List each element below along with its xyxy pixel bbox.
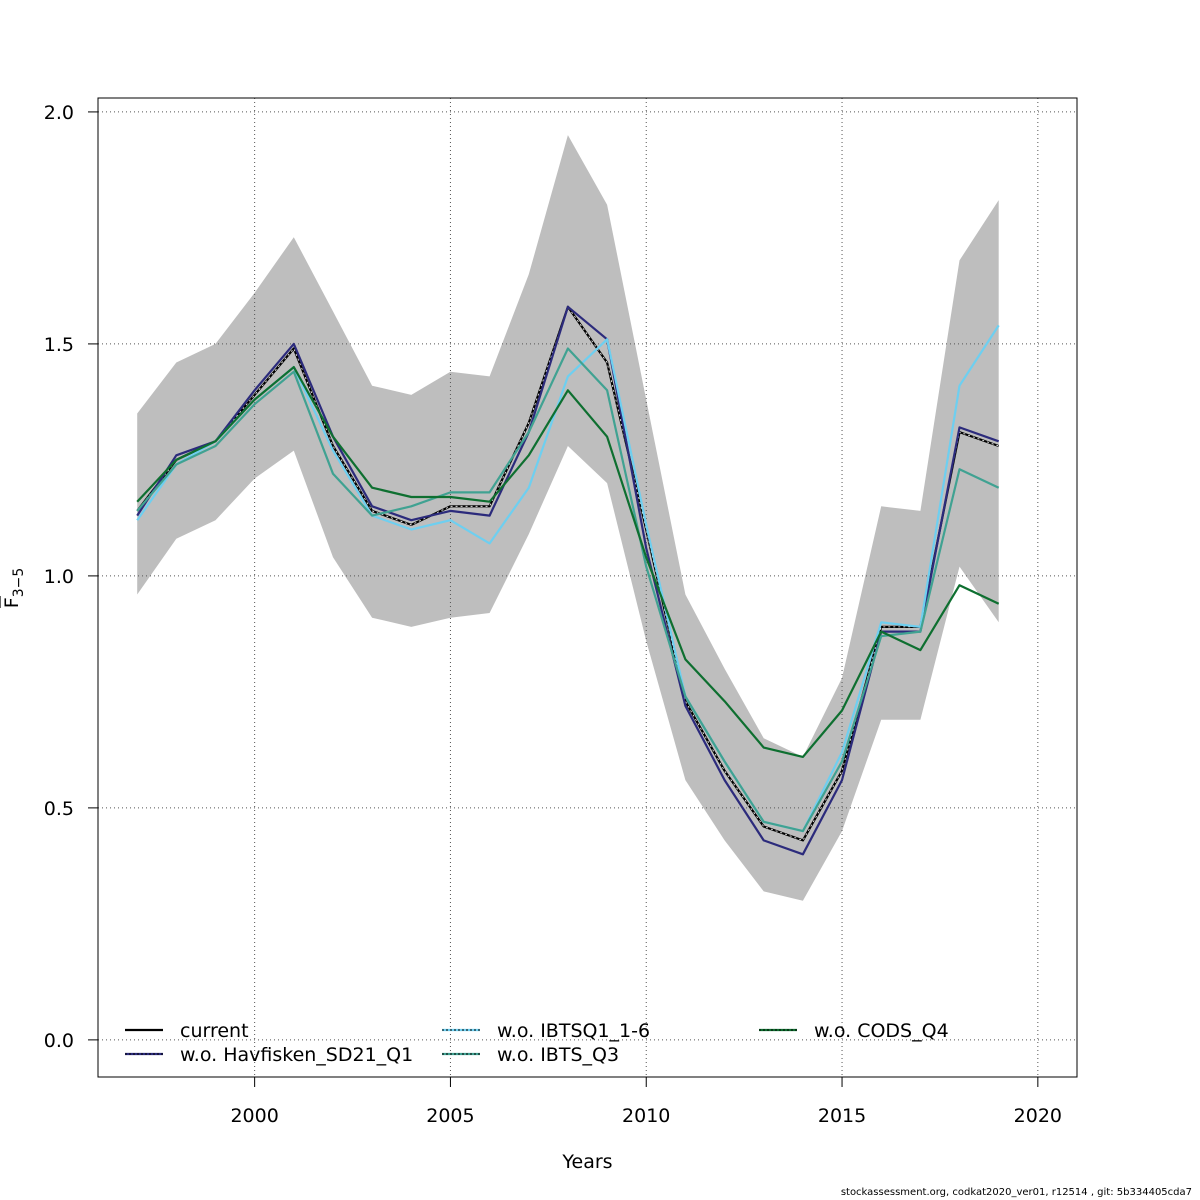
legend-label: current <box>180 1020 249 1042</box>
y-tick-label: 1.0 <box>44 566 74 588</box>
legend-item: w.o. IBTS_Q3 <box>442 1044 619 1066</box>
y-tick-label: 0.5 <box>44 798 74 820</box>
x-tick-label: 2010 <box>622 1105 670 1127</box>
series-line-1 <box>136 305 1000 856</box>
x-axis-title: Years <box>561 1151 612 1173</box>
footer-credit: stockassessment.org, codkat2020_ver01, r… <box>840 1187 1192 1198</box>
y-tick-label: 2.0 <box>44 102 74 124</box>
legend-label: w.o. IBTSQ1_1-6 <box>497 1020 650 1042</box>
legend-label: w.o. IBTS_Q3 <box>497 1044 619 1066</box>
x-axis: 2000 2005 2010 2015 2020 <box>230 1077 1062 1127</box>
legend-item: w.o. Havfisken_SD21_Q1 <box>125 1044 413 1066</box>
y-axis: 0.0 0.5 1.0 1.5 2.0 <box>44 102 98 1052</box>
x-tick-label: 2015 <box>818 1105 866 1127</box>
confidence-band-layer <box>137 135 999 901</box>
legend-label: w.o. Havfisken_SD21_Q1 <box>180 1044 413 1066</box>
y-axis-title-main: F <box>1 597 23 608</box>
legend-item: w.o. IBTSQ1_1-6 <box>442 1020 650 1042</box>
x-tick-label: 2005 <box>426 1105 474 1127</box>
x-tick-label: 2000 <box>230 1105 278 1127</box>
legend-item: w.o. CODS_Q4 <box>759 1020 949 1042</box>
legend-label: w.o. CODS_Q4 <box>814 1020 949 1042</box>
series-layer <box>136 305 1000 856</box>
confidence-band <box>137 135 999 901</box>
series-line-3 <box>136 347 1000 833</box>
y-axis-title: F3−5 <box>0 568 27 608</box>
x-tick-label: 2020 <box>1014 1105 1062 1127</box>
svg-text:F3−5: F3−5 <box>1 568 27 608</box>
series-line-4 <box>136 366 1000 758</box>
legend-item: current <box>125 1020 249 1042</box>
y-tick-label: 0.0 <box>44 1030 74 1052</box>
y-axis-title-subscript: 3−5 <box>11 568 27 598</box>
plot-frame <box>97 97 1078 1078</box>
y-tick-label: 1.5 <box>44 334 74 356</box>
